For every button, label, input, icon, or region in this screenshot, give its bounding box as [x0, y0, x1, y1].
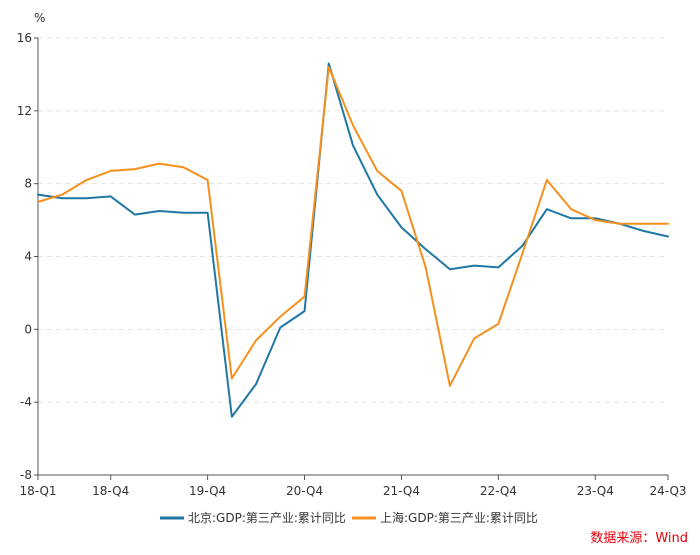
y-tick-label: 8	[24, 177, 32, 191]
x-tick-label: 23-Q4	[577, 484, 614, 498]
x-tick-label: 24-Q3	[649, 484, 686, 498]
series-line-2	[37, 66, 669, 387]
x-tick-label: 20-Q4	[286, 484, 323, 498]
gridlines	[38, 37, 668, 403]
y-axis: -8 -4 0 4 8 12 16	[17, 31, 39, 482]
x-tick-label: 18-Q1	[19, 484, 56, 498]
y-tick-label: -8	[20, 468, 32, 482]
x-tick-label: 18-Q4	[92, 484, 129, 498]
x-axis: 18-Q1 18-Q4 19-Q4 20-Q4 21-Q4 22-Q4 23-Q4 24-Q3	[19, 474, 687, 498]
x-tick-label: 21-Q4	[383, 484, 420, 498]
legend-label-2: 上海:GDP:第三产业:累计同比	[380, 510, 538, 525]
series-lines	[37, 62, 669, 418]
legend: 北京:GDP:第三产业:累计同比 上海:GDP:第三产业:累计同比	[160, 510, 538, 525]
y-tick-label: 4	[24, 250, 32, 264]
y-tick-label: 0	[24, 322, 32, 336]
legend-label-1: 北京:GDP:第三产业:累计同比	[188, 511, 346, 525]
x-tick-label: 22-Q4	[480, 484, 517, 498]
y-tick-label: -4	[20, 395, 32, 409]
source-note: 数据来源：Wind	[590, 531, 688, 546]
x-tick-label: 19-Q4	[189, 484, 226, 498]
y-axis-unit: %	[34, 11, 45, 25]
series-line-1	[37, 62, 669, 418]
y-tick-label: 16	[17, 31, 32, 45]
y-tick-label: 12	[17, 104, 32, 118]
